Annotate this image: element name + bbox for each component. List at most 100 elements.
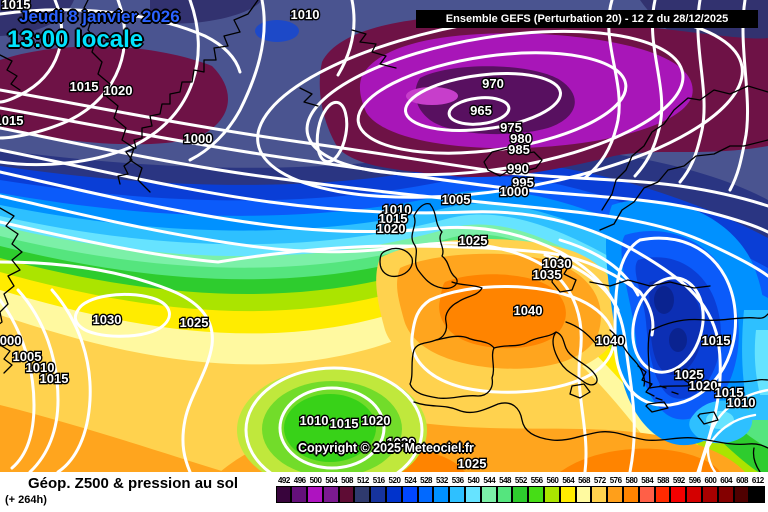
scale-step: 500 bbox=[307, 476, 324, 503]
scale-color-box bbox=[607, 486, 624, 503]
scale-tick-label: 608 bbox=[736, 476, 748, 485]
scale-step: 588 bbox=[654, 476, 671, 503]
scale-tick-label: 592 bbox=[672, 476, 685, 485]
isobar-label: 1025 bbox=[458, 456, 487, 471]
scale-step: 576 bbox=[607, 476, 624, 503]
scale-step: 564 bbox=[559, 476, 576, 503]
scale-color-box bbox=[591, 486, 608, 503]
scale-tick-label: 548 bbox=[499, 476, 511, 485]
color-scale: 492 496 500 504 508 512 516 520 524 528 532 536 540 5… bbox=[275, 476, 766, 503]
isobar-label: 1015 bbox=[2, 0, 31, 12]
isobar-label: 970 bbox=[482, 76, 504, 91]
isobar-label: 1005 bbox=[442, 192, 471, 207]
isobar-label: 1010 bbox=[727, 395, 756, 410]
isobar-contours bbox=[0, 0, 768, 472]
scale-tick-label: 536 bbox=[451, 476, 464, 485]
scale-tick-label: 504 bbox=[325, 476, 338, 485]
isobar-label: 1015 bbox=[0, 113, 23, 128]
scale-tick-label: 552 bbox=[514, 476, 527, 485]
scale-step: 592 bbox=[670, 476, 687, 503]
isobar-label: 1010 bbox=[383, 202, 412, 217]
isobar-label: 1030 bbox=[543, 256, 572, 271]
scale-tick-label: 556 bbox=[530, 476, 543, 485]
isobar-label: 1040 bbox=[596, 333, 625, 348]
scale-tick-label: 580 bbox=[625, 476, 638, 485]
isobar-label: 975 bbox=[500, 120, 522, 135]
forecast-offset: (+ 264h) bbox=[5, 494, 47, 506]
scale-tick-label: 520 bbox=[388, 476, 401, 485]
scale-step: 548 bbox=[496, 476, 513, 503]
isobar-label: 1020 bbox=[362, 413, 391, 428]
isobar-label: 1030 bbox=[93, 312, 122, 327]
scale-color-box bbox=[275, 486, 292, 503]
scale-step: 560 bbox=[544, 476, 561, 503]
scale-color-box bbox=[670, 486, 687, 503]
isobar-label: 1040 bbox=[514, 303, 543, 318]
scale-tick-label: 568 bbox=[578, 476, 590, 485]
scale-step: 584 bbox=[638, 476, 655, 503]
scale-color-box bbox=[307, 486, 323, 503]
model-run-title: Ensemble GEFS (Perturbation 20) - 12 Z d… bbox=[416, 10, 758, 28]
forecast-date: Jeudi 8 janvier 2026 bbox=[19, 7, 180, 26]
scale-step: 612 bbox=[749, 476, 766, 503]
scale-color-box bbox=[370, 486, 387, 503]
isobar-label: 1000 bbox=[500, 184, 529, 199]
scale-step: 508 bbox=[338, 476, 355, 503]
scale-tick-label: 596 bbox=[688, 476, 701, 485]
scale-step: 568 bbox=[575, 476, 592, 503]
isobar-label: 985 bbox=[508, 142, 530, 157]
isobar-label: 1015 bbox=[715, 385, 744, 400]
scale-color-box bbox=[575, 486, 592, 503]
isobar-label: 1015 bbox=[379, 211, 408, 226]
isobar-label: 1015 bbox=[70, 79, 99, 94]
scale-tick-label: 500 bbox=[309, 476, 322, 485]
scale-step: 492 bbox=[275, 476, 292, 503]
scale-step: 540 bbox=[465, 476, 482, 503]
scale-color-box bbox=[291, 486, 308, 503]
isobar-label: 1025 bbox=[180, 315, 209, 330]
scale-color-box bbox=[638, 486, 655, 503]
legend-bar: Géop. Z500 & pression au sol (+ 264h) 49… bbox=[0, 472, 768, 512]
scale-tick-label: 604 bbox=[720, 476, 733, 485]
isobar-label: 990 bbox=[507, 161, 529, 176]
scale-tick-label: 512 bbox=[356, 476, 369, 485]
scale-step: 580 bbox=[623, 476, 640, 503]
scale-tick-label: 576 bbox=[609, 476, 622, 485]
scale-color-box bbox=[401, 486, 418, 503]
scale-step: 520 bbox=[386, 476, 403, 503]
scale-color-box bbox=[749, 486, 766, 503]
scale-step: 572 bbox=[591, 476, 608, 503]
isobar-label: 995 bbox=[512, 175, 534, 190]
scale-step: 532 bbox=[433, 476, 450, 503]
scale-color-box bbox=[702, 486, 718, 503]
scale-color-box bbox=[717, 486, 734, 503]
scale-tick-label: 572 bbox=[593, 476, 606, 485]
scale-color-box bbox=[544, 486, 560, 503]
scale-step: 528 bbox=[417, 476, 434, 503]
isobar-label: 980 bbox=[510, 131, 532, 146]
scale-color-box bbox=[686, 486, 703, 503]
scale-tick-label: 516 bbox=[372, 476, 385, 485]
scale-step: 536 bbox=[449, 476, 466, 503]
isobar-label: 1000 bbox=[0, 333, 21, 348]
isobar-label: 1025 bbox=[459, 233, 488, 248]
scale-step: 512 bbox=[354, 476, 371, 503]
scale-color-box bbox=[559, 486, 576, 503]
scale-step: 544 bbox=[480, 476, 497, 503]
scale-step: 596 bbox=[686, 476, 703, 503]
scale-tick-label: 528 bbox=[420, 476, 432, 485]
isobar-label: 1010 bbox=[300, 413, 329, 428]
scale-tick-label: 600 bbox=[704, 476, 717, 485]
isobar-label: 1010 bbox=[26, 360, 55, 375]
weather-map: 1015101010151015102010009709659759809859… bbox=[0, 0, 768, 472]
isobar-label: 1035 bbox=[533, 267, 562, 282]
scale-step: 504 bbox=[322, 476, 339, 503]
scale-step: 608 bbox=[733, 476, 750, 503]
scale-color-box bbox=[528, 486, 545, 503]
scale-step: 552 bbox=[512, 476, 529, 503]
scale-step: 496 bbox=[291, 476, 308, 503]
isobar-label: 1005 bbox=[13, 349, 42, 364]
scale-color-box bbox=[733, 486, 750, 503]
scale-color-box bbox=[654, 486, 671, 503]
isobar-label: 1020 bbox=[104, 83, 133, 98]
